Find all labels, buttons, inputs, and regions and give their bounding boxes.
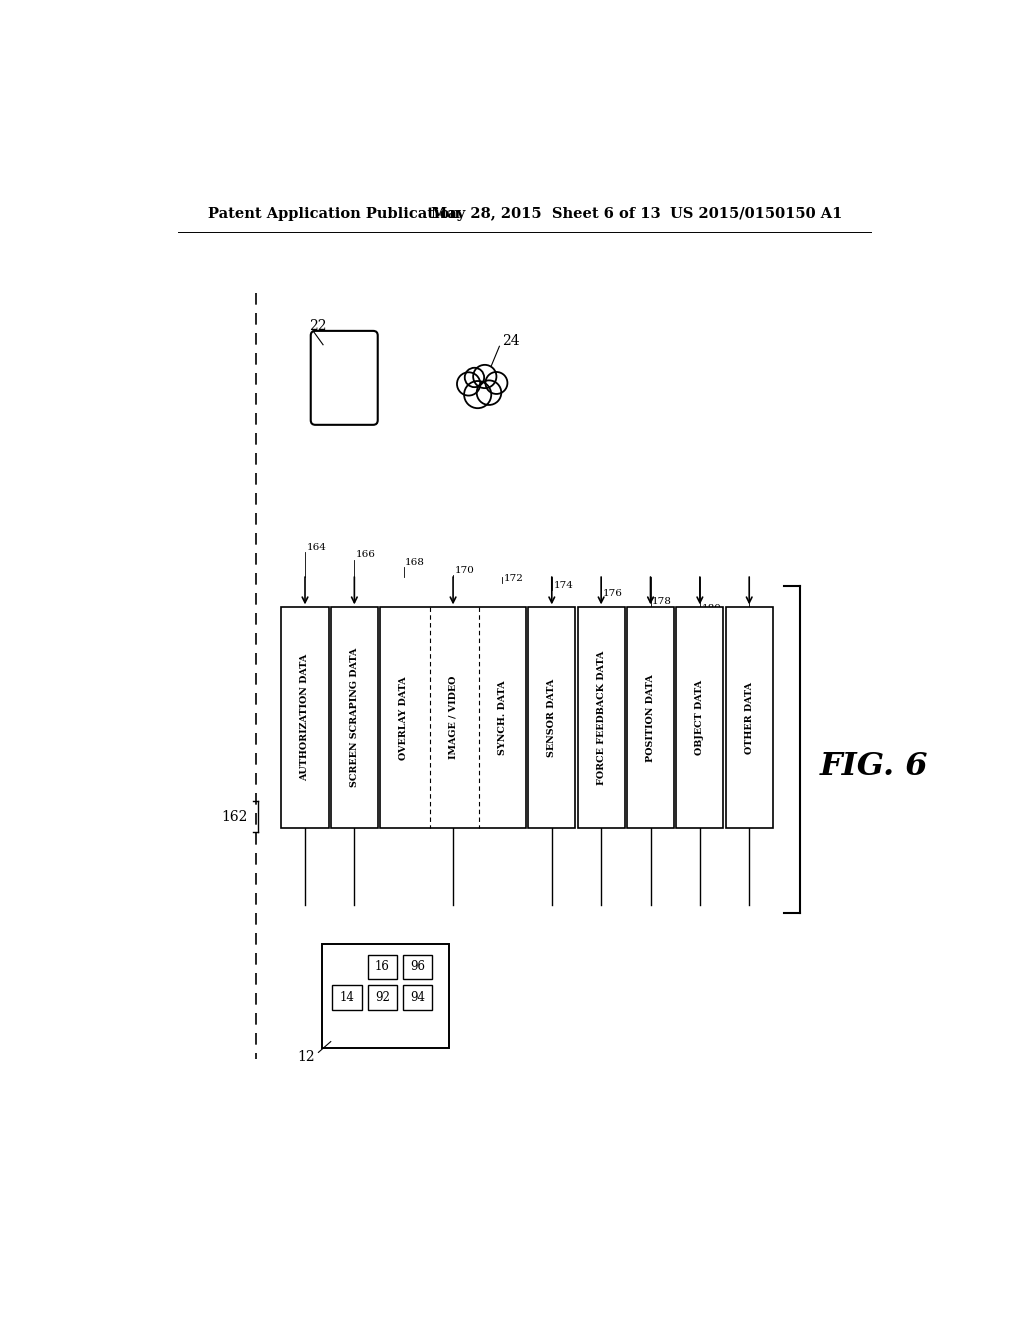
Circle shape [477,380,502,405]
Text: FORCE FEEDBACK DATA: FORCE FEEDBACK DATA [597,651,605,785]
Text: SYNCH. DATA: SYNCH. DATA [498,681,507,755]
Text: 166: 166 [356,550,376,560]
Text: Patent Application Publication: Patent Application Publication [208,207,460,220]
FancyBboxPatch shape [310,331,378,425]
Text: 170: 170 [455,566,474,574]
Bar [403,954,432,979]
Text: SCREEN SCRAPING DATA: SCREEN SCRAPING DATA [350,648,358,788]
Text: 22: 22 [309,319,327,333]
Bar [333,985,361,1010]
Text: 180: 180 [701,605,721,614]
Text: OVERLAY DATA: OVERLAY DATA [399,676,409,759]
Circle shape [473,364,497,388]
Text: US 2015/0150150 A1: US 2015/0150150 A1 [670,207,842,220]
Text: 94: 94 [411,991,425,1005]
Text: 96: 96 [411,961,425,973]
Text: 176: 176 [603,589,623,598]
Bar [627,607,674,829]
Text: OBJECT DATA: OBJECT DATA [695,680,705,755]
Text: SENSOR DATA: SENSOR DATA [547,678,556,756]
Circle shape [485,372,508,393]
Text: 24: 24 [503,334,520,348]
Text: 162: 162 [221,809,248,824]
Text: 12: 12 [298,1049,315,1064]
Circle shape [464,381,492,408]
Text: 14: 14 [340,991,354,1005]
Circle shape [465,368,484,387]
Text: May 28, 2015  Sheet 6 of 13: May 28, 2015 Sheet 6 of 13 [431,207,660,220]
Bar [403,985,432,1010]
Bar [282,607,329,829]
Bar [368,985,397,1010]
Text: 16: 16 [375,961,390,973]
Text: 92: 92 [375,991,390,1005]
Bar [528,607,575,829]
Text: FIG. 6: FIG. 6 [819,751,928,783]
Bar [322,944,449,1048]
Text: IMAGE / VIDEO: IMAGE / VIDEO [449,676,458,759]
Bar [368,954,397,979]
Text: 164: 164 [306,543,327,552]
Text: 178: 178 [652,597,672,606]
Text: 174: 174 [553,581,573,590]
Bar [726,607,773,829]
Text: OTHER DATA: OTHER DATA [744,682,754,754]
Text: AUTHORIZATION DATA: AUTHORIZATION DATA [300,655,309,781]
Text: 168: 168 [406,558,425,568]
Circle shape [457,372,480,396]
Bar [331,607,378,829]
Text: 172: 172 [504,574,524,582]
Bar [578,607,625,829]
Bar [676,607,723,829]
Bar [380,607,526,829]
Text: 182: 182 [751,612,771,620]
Text: POSITION DATA: POSITION DATA [646,675,655,762]
